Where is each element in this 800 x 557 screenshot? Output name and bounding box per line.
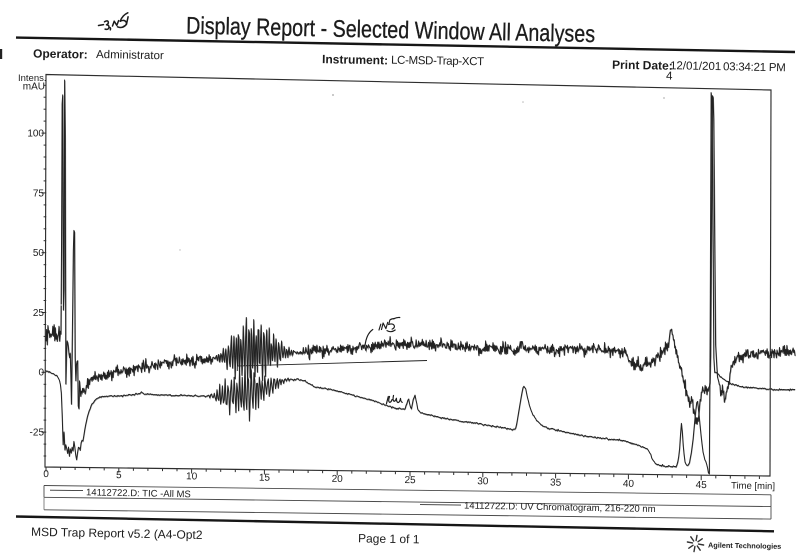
svg-text:14112722.D: TIC -All MS: 14112722.D: TIC -All MS xyxy=(86,487,191,500)
svg-text:Operator:: Operator: xyxy=(33,47,88,62)
svg-text:35: 35 xyxy=(550,478,562,489)
svg-text:4: 4 xyxy=(666,71,673,83)
svg-text:Time [min]: Time [min] xyxy=(731,481,775,493)
svg-text:25: 25 xyxy=(404,475,416,486)
svg-text:5: 5 xyxy=(116,470,122,481)
svg-text:25: 25 xyxy=(33,308,45,319)
svg-text:Instrument:: Instrument: xyxy=(322,52,388,67)
svg-text:LC-MSD-Trap-XCT: LC-MSD-Trap-XCT xyxy=(391,55,484,69)
svg-text:50: 50 xyxy=(33,248,45,259)
svg-text:-25: -25 xyxy=(30,428,45,439)
svg-text:45: 45 xyxy=(696,480,708,491)
svg-text:75: 75 xyxy=(33,188,45,199)
svg-text:14112722.D: UV Chromatogram, 2: 14112722.D: UV Chromatogram, 216-220 nm xyxy=(464,501,656,516)
svg-text:Agilent Technologies: Agilent Technologies xyxy=(708,541,781,551)
svg-text:03:34:21 PM: 03:34:21 PM xyxy=(723,61,786,74)
svg-text:30: 30 xyxy=(477,476,489,487)
svg-text:15: 15 xyxy=(259,473,271,484)
svg-text:Administrator: Administrator xyxy=(96,49,164,62)
svg-text:mAU: mAU xyxy=(23,82,45,93)
svg-text:Page 1 of 1: Page 1 of 1 xyxy=(358,531,420,546)
svg-text:0: 0 xyxy=(43,469,49,480)
svg-text:100: 100 xyxy=(27,129,44,140)
svg-text:12/01/201: 12/01/201 xyxy=(670,60,721,73)
svg-text:40: 40 xyxy=(623,479,635,490)
svg-text:Print Date:: Print Date: xyxy=(612,58,673,73)
svg-text:0: 0 xyxy=(38,368,44,379)
svg-text:20: 20 xyxy=(332,474,344,485)
svg-text:MSD Trap Report v5.2 (A4-Opt2: MSD Trap Report v5.2 (A4-Opt2 xyxy=(31,525,203,542)
svg-text:Intens.: Intens. xyxy=(18,73,47,84)
svg-text:10: 10 xyxy=(186,471,198,482)
